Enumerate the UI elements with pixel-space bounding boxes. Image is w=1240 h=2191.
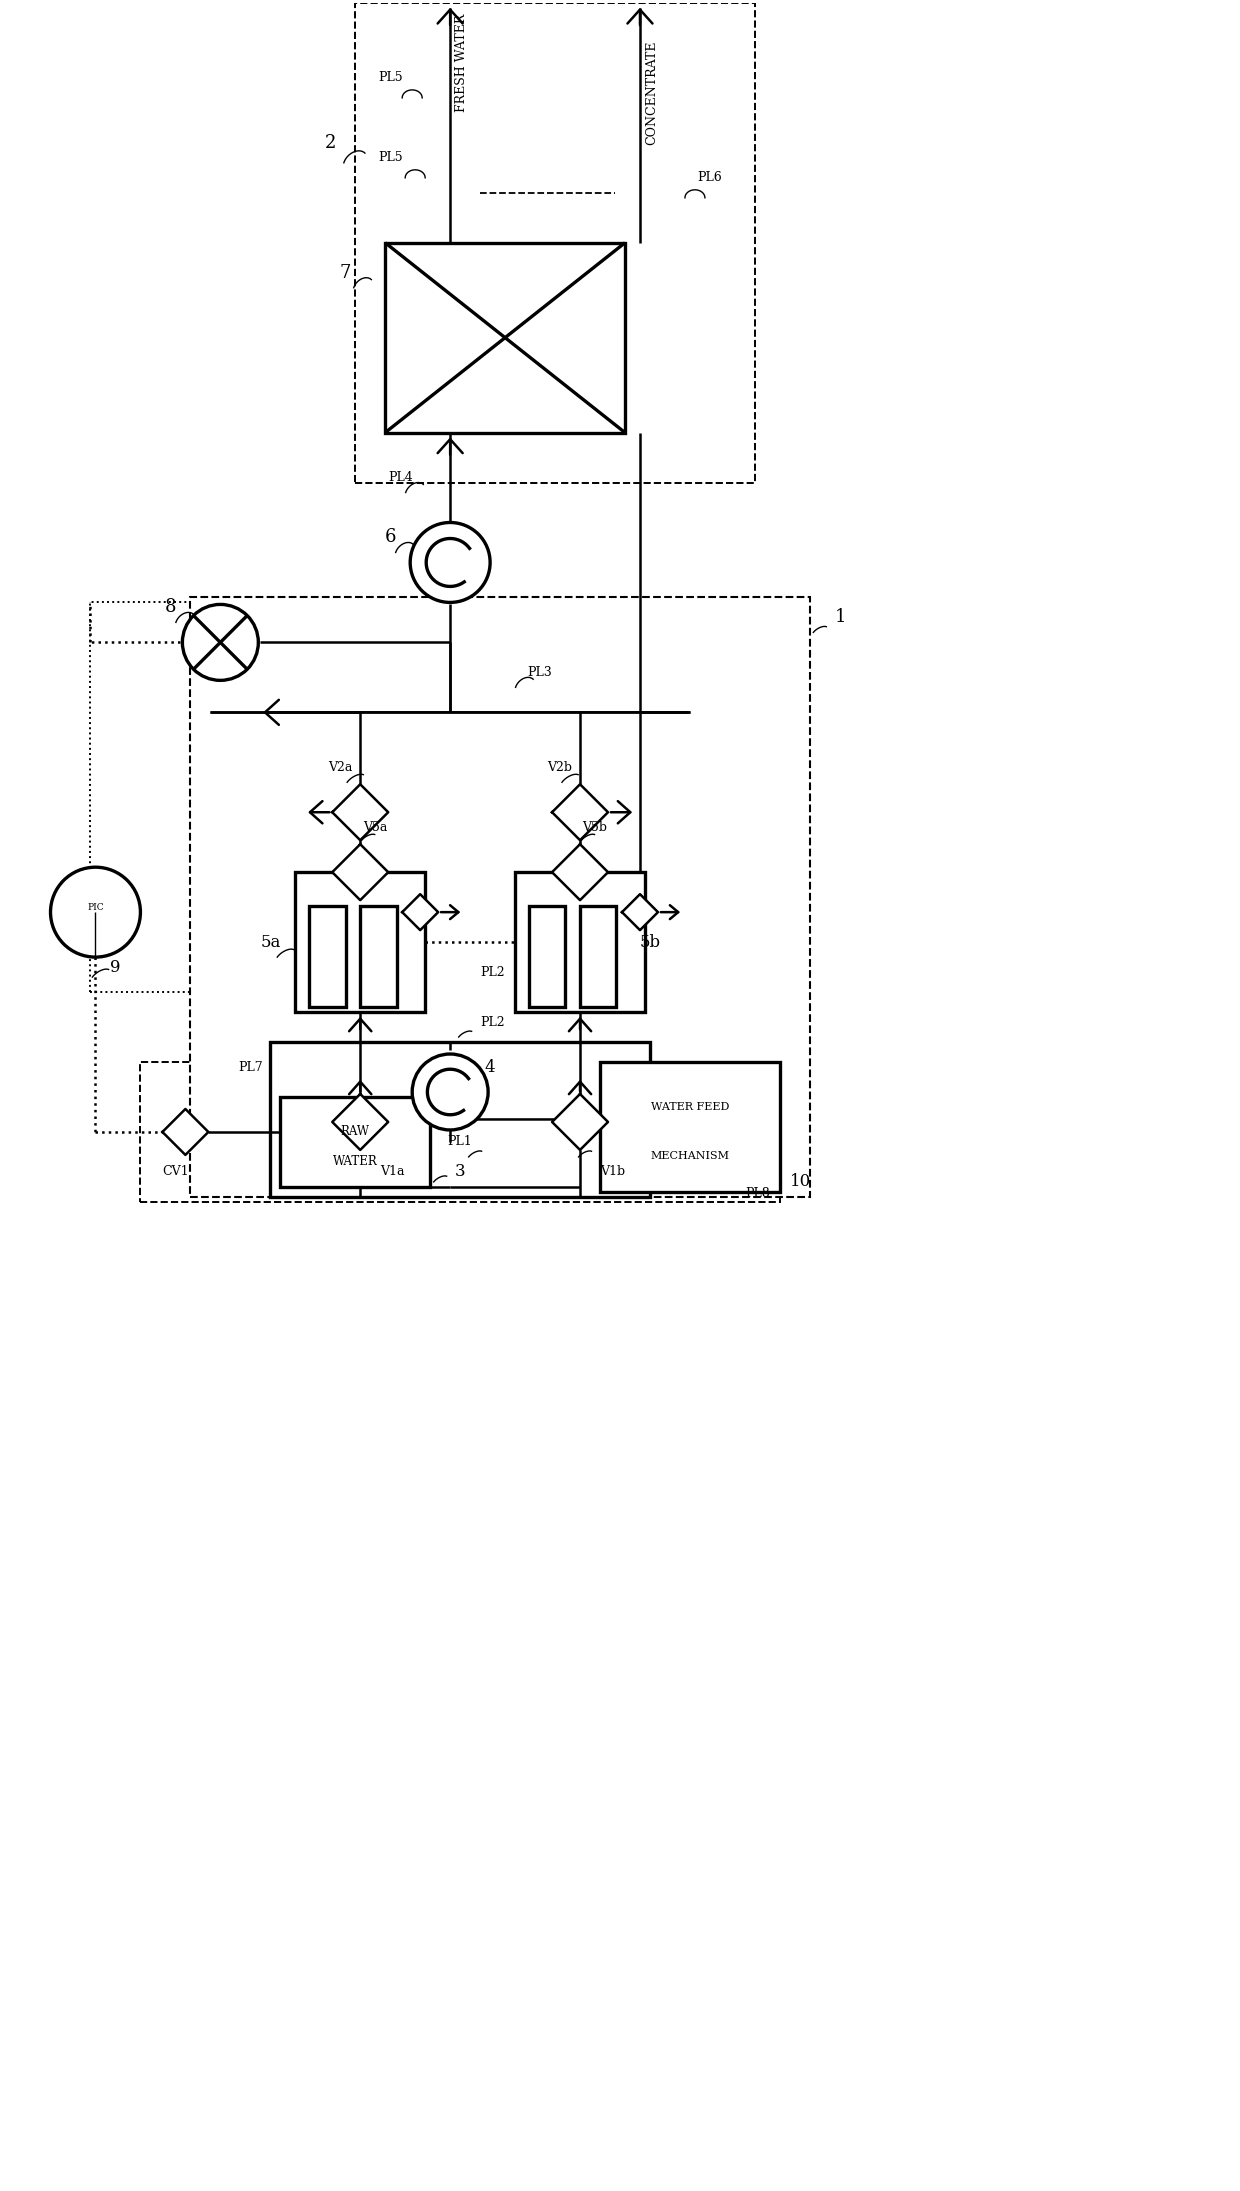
Bar [191, 598, 810, 1196]
Polygon shape [332, 844, 388, 901]
Bar [270, 1043, 650, 1196]
Text: 10: 10 [790, 1174, 811, 1190]
Text: 4: 4 [485, 1058, 496, 1076]
Text: PL2: PL2 [480, 1017, 505, 1028]
Text: V5a: V5a [363, 822, 387, 835]
Text: V1b: V1b [600, 1166, 625, 1179]
Polygon shape [552, 844, 608, 901]
Bar [600, 1063, 780, 1192]
Text: 1: 1 [835, 609, 847, 627]
Text: 9: 9 [110, 960, 122, 975]
Circle shape [412, 1054, 489, 1131]
Text: WATER: WATER [332, 1155, 378, 1168]
Text: MECHANISM: MECHANISM [651, 1150, 729, 1161]
Text: PL7: PL7 [238, 1060, 263, 1074]
Text: PL2: PL2 [480, 966, 505, 979]
Bar [529, 907, 565, 1008]
Polygon shape [162, 1109, 208, 1155]
Text: V1a: V1a [381, 1166, 404, 1179]
Text: 2: 2 [325, 134, 336, 151]
Text: 8: 8 [165, 598, 176, 616]
Bar [386, 243, 625, 432]
Text: CV1: CV1 [162, 1166, 188, 1179]
Text: RAW: RAW [341, 1124, 370, 1137]
Bar [515, 872, 645, 1012]
Polygon shape [332, 784, 388, 839]
Polygon shape [332, 1093, 388, 1150]
Text: V2a: V2a [329, 760, 352, 773]
Polygon shape [552, 1093, 608, 1150]
Bar [580, 907, 616, 1008]
Bar [309, 907, 346, 1008]
Text: PIC: PIC [87, 903, 104, 911]
Text: CONCENTRATE: CONCENTRATE [645, 42, 658, 145]
Polygon shape [622, 894, 658, 931]
Bar [361, 907, 397, 1008]
Bar [91, 603, 680, 993]
Circle shape [182, 605, 258, 681]
Text: WATER FEED: WATER FEED [651, 1102, 729, 1113]
Text: PL6: PL6 [698, 171, 722, 184]
Text: PL3: PL3 [528, 666, 553, 679]
Text: 6: 6 [384, 528, 396, 546]
Text: 7: 7 [340, 263, 351, 283]
Bar [206, 613, 694, 982]
Bar [280, 1098, 430, 1188]
Text: FRESH WATER: FRESH WATER [455, 13, 469, 112]
Circle shape [410, 521, 490, 603]
Bar [295, 872, 425, 1012]
Text: 5b: 5b [640, 933, 661, 951]
Bar [615, 9, 675, 248]
Text: PL5: PL5 [378, 72, 403, 85]
Bar [425, 4, 480, 193]
Text: PL1: PL1 [448, 1135, 472, 1148]
Bar [140, 1063, 780, 1203]
Text: PL4: PL4 [388, 471, 413, 484]
Polygon shape [402, 894, 438, 931]
Text: PL5: PL5 [378, 151, 403, 164]
Text: 5a: 5a [260, 933, 280, 951]
Circle shape [51, 868, 140, 957]
Text: V5b: V5b [583, 822, 608, 835]
Bar [355, 2, 755, 482]
Text: PL8: PL8 [745, 1188, 770, 1201]
Text: V2b: V2b [548, 760, 573, 773]
Polygon shape [552, 784, 608, 839]
Text: 3: 3 [455, 1163, 466, 1181]
